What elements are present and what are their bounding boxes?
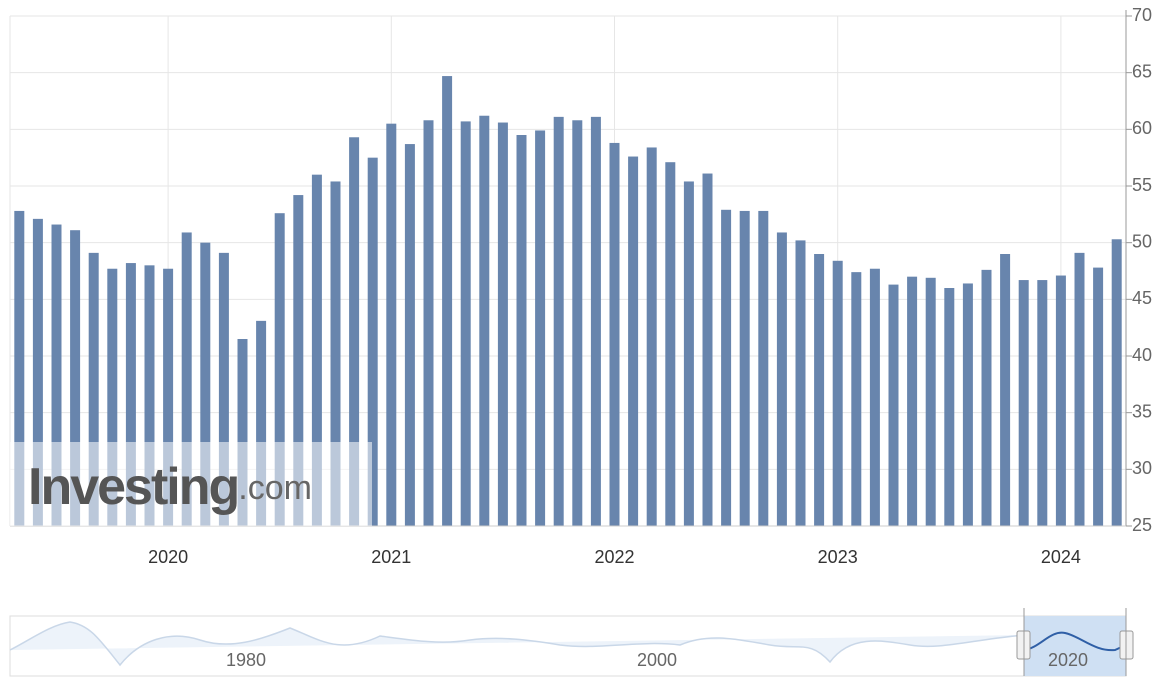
bar <box>88 252 99 526</box>
navigator-label: 2000 <box>637 650 677 670</box>
navigator-series <box>9 621 1025 667</box>
bar <box>442 76 453 527</box>
bar <box>1074 252 1085 526</box>
bar <box>516 135 527 526</box>
bar <box>776 232 787 526</box>
bar <box>181 232 192 526</box>
plot-area: 25 30 35 40 45 50 55 60 65 70 2020 2021 2022 2023 2024… <box>9 5 1152 567</box>
y-tick-label: 25 <box>1132 515 1152 535</box>
bar <box>349 137 360 526</box>
bar <box>423 120 434 527</box>
watermark-suffix: .com <box>238 469 312 507</box>
bar <box>758 210 769 526</box>
bar <box>646 147 657 526</box>
y-tick-label: 45 <box>1132 288 1152 308</box>
bar <box>51 224 62 527</box>
bar <box>107 268 118 526</box>
bar <box>888 284 899 526</box>
watermark-backdrop <box>10 442 372 526</box>
bar <box>1093 267 1104 526</box>
bar <box>1111 239 1122 526</box>
bar <box>274 213 285 526</box>
bar <box>814 254 825 526</box>
bar <box>869 268 880 526</box>
bar <box>721 209 732 527</box>
bar <box>200 242 211 526</box>
bar <box>981 269 992 526</box>
bar <box>1055 275 1066 526</box>
bar <box>404 144 415 527</box>
bar <box>851 272 862 526</box>
x-tick-label: 2023 <box>818 547 858 567</box>
bar <box>256 320 267 526</box>
y-tick-label: 40 <box>1132 345 1152 365</box>
navigator-label: 1980 <box>226 650 266 670</box>
bar <box>702 173 713 527</box>
bar <box>1018 280 1029 526</box>
watermark-brand: Investing <box>28 458 238 516</box>
bar <box>293 195 304 527</box>
navigator-label: 2020 <box>1048 650 1088 670</box>
bar <box>460 121 471 527</box>
y-tick-label: 55 <box>1132 175 1152 195</box>
bar <box>479 115 490 526</box>
navigator-selected-series <box>1023 631 1127 652</box>
x-tick-label: 2024 <box>1041 547 1081 567</box>
bar <box>962 283 973 526</box>
bar <box>609 142 620 526</box>
x-tick-label: 2021 <box>371 547 411 567</box>
navigator-selection[interactable] <box>1024 616 1126 676</box>
bar <box>1000 254 1011 526</box>
bar <box>386 123 397 527</box>
bar <box>497 122 508 527</box>
bar <box>944 288 955 526</box>
bar <box>125 263 136 526</box>
bar <box>144 265 155 526</box>
bar <box>367 157 378 526</box>
bar <box>572 120 583 527</box>
bar <box>665 162 676 526</box>
bar <box>237 339 248 526</box>
bar <box>590 116 601 526</box>
bar <box>628 156 639 527</box>
bar <box>311 174 322 526</box>
y-tick-label: 35 <box>1132 401 1152 421</box>
bar <box>14 210 25 526</box>
bar <box>683 181 694 526</box>
watermark: Investing.com <box>28 458 312 516</box>
bar <box>925 277 936 526</box>
bar <box>907 276 918 526</box>
bar <box>70 230 81 526</box>
x-tick-label: 2022 <box>594 547 634 567</box>
bar <box>739 210 750 526</box>
y-tick-label: 50 <box>1132 231 1152 251</box>
y-tick-label: 65 <box>1132 61 1152 81</box>
bar <box>832 260 843 526</box>
x-tick-label: 2020 <box>148 547 188 567</box>
y-tick-label: 70 <box>1132 5 1152 25</box>
bar <box>163 268 174 526</box>
bar <box>1037 280 1048 526</box>
bar <box>330 181 341 526</box>
bar <box>553 116 564 526</box>
y-tick-label: 30 <box>1132 458 1152 478</box>
bar <box>218 252 229 526</box>
y-tick-label: 60 <box>1132 118 1152 138</box>
bar <box>795 240 806 526</box>
bar <box>535 130 546 526</box>
bar <box>32 218 43 526</box>
